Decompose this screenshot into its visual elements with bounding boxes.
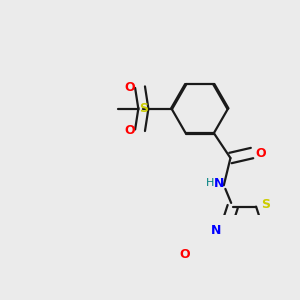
Text: N: N <box>211 224 221 237</box>
Text: O: O <box>179 248 190 260</box>
Text: O: O <box>255 146 266 160</box>
Text: S: S <box>139 102 148 115</box>
Text: O: O <box>125 81 135 94</box>
Text: O: O <box>125 124 135 137</box>
Text: H: H <box>206 178 214 188</box>
Text: N: N <box>214 177 224 190</box>
Text: S: S <box>261 199 270 212</box>
